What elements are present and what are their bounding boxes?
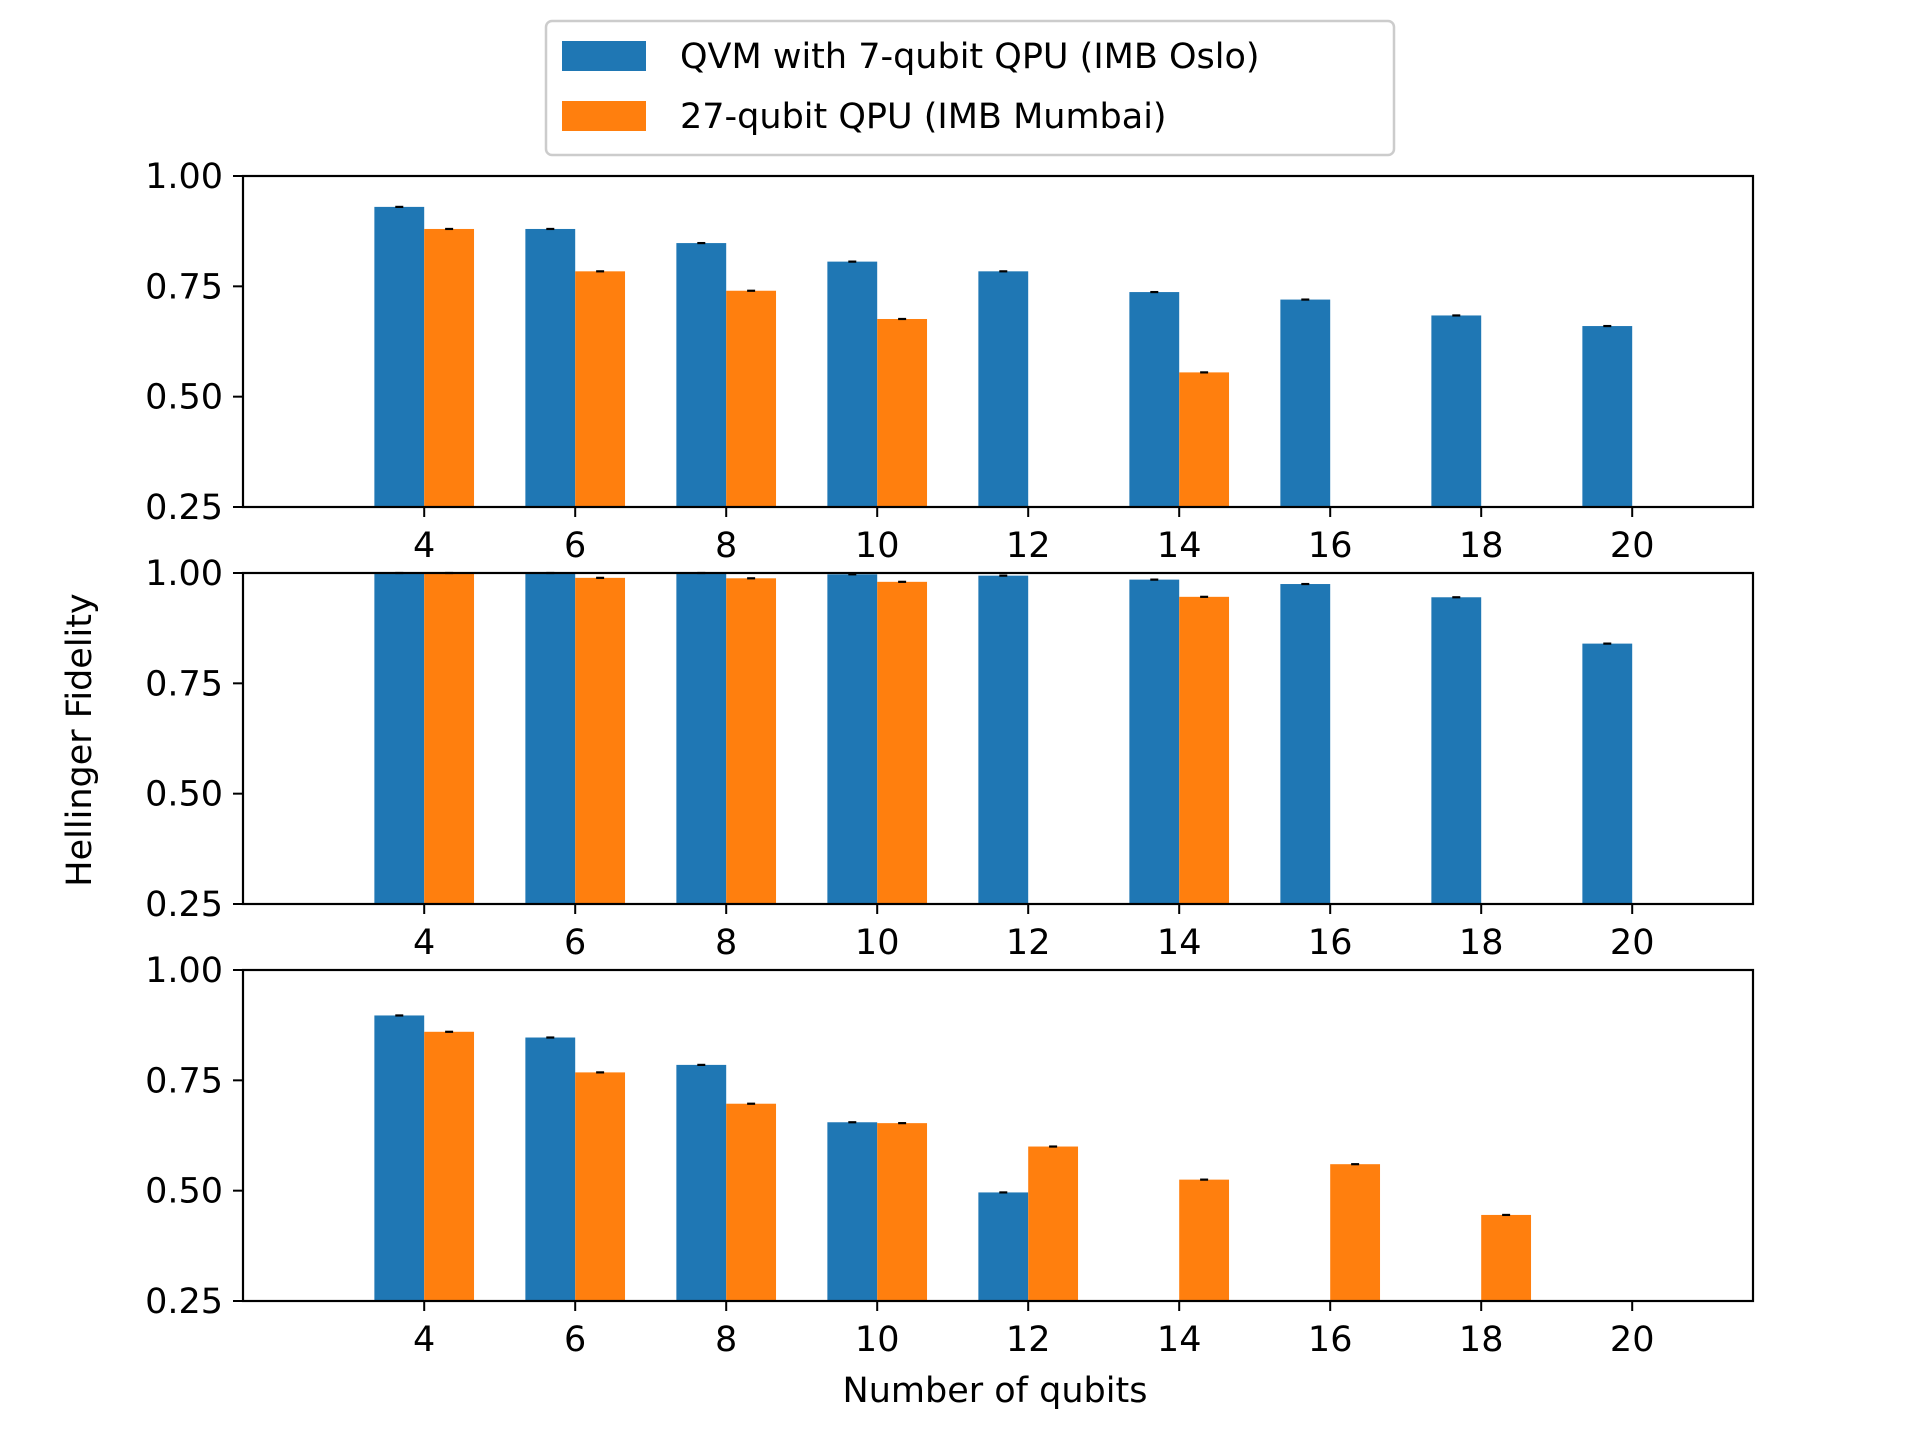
bar-panel3-series0-x4 <box>374 1015 425 1301</box>
x-tick-label-panel2-16: 16 <box>1308 923 1353 963</box>
x-tick-label-panel1-16: 16 <box>1308 526 1353 566</box>
x-tick-label-panel2-6: 6 <box>564 923 586 963</box>
bar-panel1-series1-x10 <box>877 318 928 507</box>
subplot-1: 0.25 0.50 0.75 1.00 4 6 8 10 12 14 16 18 20 <box>145 157 1755 566</box>
x-tick-label-panel2-10: 10 <box>855 923 900 963</box>
bar-panel1-series1-x8 <box>726 290 777 507</box>
subplot-2: 0.25 0.50 0.75 1.00 4 6 8 10 12 14 16 18 20 <box>145 554 1755 963</box>
bar-panel3-series0-x6 <box>525 1037 576 1301</box>
x-tick-label-panel3-18: 18 <box>1459 1320 1504 1360</box>
bar-panel2-series1-x4 <box>424 573 475 904</box>
x-tick-label-panel1-4: 4 <box>413 526 435 566</box>
bar-panel1-series0-x14 <box>1129 292 1180 507</box>
bar-panel1-series1-x4 <box>424 228 475 507</box>
bar-panel2-series0-x6 <box>525 573 576 904</box>
bar-panel3-series1-x18 <box>1481 1214 1532 1301</box>
bar-panel1-series0-x18 <box>1431 315 1482 507</box>
bar-panel3-series1-x8 <box>726 1103 777 1301</box>
bar-panel2-series0-x10 <box>827 574 878 904</box>
bar-panel3-series0-x12 <box>978 1192 1029 1301</box>
bar-panel1-series1-x6 <box>575 271 626 507</box>
bar-panel2-series1-x14 <box>1179 596 1230 904</box>
y-axis-label: Hellinger Fidelity <box>60 593 100 886</box>
x-tick-label-panel3-16: 16 <box>1308 1320 1353 1360</box>
legend-frame <box>544 19 1396 157</box>
bar-panel2-series0-x8 <box>676 573 727 904</box>
bar-panel3-series0-x8 <box>676 1064 727 1301</box>
y-tick-label-panel3-0.50: 0.50 <box>145 1172 223 1212</box>
bar-panel2-series0-x16 <box>1280 584 1331 904</box>
x-tick-label-panel1-12: 12 <box>1006 526 1051 566</box>
x-tick-label-panel2-14: 14 <box>1157 923 1202 963</box>
bar-panel1-series0-x12 <box>978 271 1029 507</box>
bar-panel3-series1-x10 <box>877 1123 928 1301</box>
x-axis-label: Number of qubits <box>843 1371 1148 1411</box>
bar-panel3-series1-x4 <box>424 1031 475 1301</box>
bar-panel2-series1-x10 <box>877 581 928 904</box>
x-tick-label-panel1-6: 6 <box>564 526 586 566</box>
x-tick-label-panel2-4: 4 <box>413 923 435 963</box>
x-tick-label-panel3-8: 8 <box>715 1320 737 1360</box>
bar-panel3-series1-x6 <box>575 1072 626 1301</box>
y-tick-label-panel2-0.25: 0.25 <box>145 885 223 925</box>
bar-panel2-series1-x6 <box>575 577 626 904</box>
bar-panel1-series0-x4 <box>374 206 425 507</box>
bar-panel1-series0-x20 <box>1582 326 1633 507</box>
bar-panel1-series1-x14 <box>1179 372 1230 507</box>
bar-panel2-series1-x8 <box>726 578 777 904</box>
x-tick-label-panel1-14: 14 <box>1157 526 1202 566</box>
x-tick-label-panel1-20: 20 <box>1610 526 1655 566</box>
x-tick-label-panel3-12: 12 <box>1006 1320 1051 1360</box>
bar-panel2-series0-x18 <box>1431 597 1482 904</box>
subplot-3: 0.25 0.50 0.75 1.00 4 6 8 10 12 14 16 18 20 <box>145 951 1755 1360</box>
y-tick-label-panel3-0.25: 0.25 <box>145 1282 223 1322</box>
x-tick-label-panel3-20: 20 <box>1610 1320 1655 1360</box>
bar-panel3-series1-x16 <box>1330 1164 1381 1301</box>
bar-panel2-series0-x12 <box>978 575 1029 904</box>
x-tick-label-panel3-10: 10 <box>855 1320 900 1360</box>
bar-panel3-series0-x10 <box>827 1122 878 1301</box>
bar-panel1-series0-x8 <box>676 243 727 507</box>
bar-panel3-series1-x14 <box>1179 1179 1230 1301</box>
y-tick-label-panel2-0.50: 0.50 <box>145 775 223 815</box>
x-tick-label-panel1-18: 18 <box>1459 526 1504 566</box>
x-tick-label-panel1-10: 10 <box>855 526 900 566</box>
y-tick-label-panel1-0.75: 0.75 <box>145 267 223 307</box>
bar-panel1-series0-x16 <box>1280 299 1331 507</box>
x-tick-label-panel2-20: 20 <box>1610 923 1655 963</box>
axes-frame-1 <box>241 174 1755 509</box>
legend-entry-series-0: QVM with 7-qubit QPU (IMB Oslo) <box>680 37 1260 77</box>
y-tick-label-panel1-1.00: 1.00 <box>145 157 223 197</box>
y-tick-label-panel2-0.75: 0.75 <box>145 664 223 704</box>
legend-swatch-series-1 <box>562 101 646 131</box>
subplots: 0.250.500.751.004 6 8 10 12 14 16 18 200.250.500… <box>145 157 1755 1360</box>
y-tick-label-panel3-0.75: 0.75 <box>145 1061 223 1101</box>
axes-frame-2 <box>241 571 1755 906</box>
x-tick-label-panel3-14: 14 <box>1157 1320 1202 1360</box>
y-tick-label-panel1-0.25: 0.25 <box>145 488 223 528</box>
y-tick-label-panel2-1.00: 1.00 <box>145 554 223 594</box>
bar-panel3-series1-x12 <box>1028 1146 1079 1301</box>
y-tick-label-panel1-0.50: 0.50 <box>145 378 223 418</box>
legend-swatch-series-0 <box>562 41 646 71</box>
y-tick-label-panel3-1.00: 1.00 <box>145 951 223 991</box>
x-tick-label-panel2-12: 12 <box>1006 923 1051 963</box>
legend-entry-series-1: 27-qubit QPU (IMB Mumbai) <box>680 97 1167 137</box>
bar-panel2-series0-x4 <box>374 573 425 904</box>
x-tick-label-panel3-6: 6 <box>564 1320 586 1360</box>
bar-panel2-series0-x20 <box>1582 643 1633 904</box>
bar-panel1-series0-x10 <box>827 261 878 507</box>
x-tick-label-panel2-18: 18 <box>1459 923 1504 963</box>
x-tick-label-panel2-8: 8 <box>715 923 737 963</box>
axes-frame-3 <box>241 968 1755 1303</box>
x-tick-label-panel3-4: 4 <box>413 1320 435 1360</box>
bar-panel1-series0-x6 <box>525 228 576 507</box>
legend: QVM with 7-qubit QPU (IMB Oslo) 27-qubit… <box>544 19 1396 157</box>
bar-panel2-series0-x14 <box>1129 579 1180 904</box>
x-tick-label-panel1-8: 8 <box>715 526 737 566</box>
